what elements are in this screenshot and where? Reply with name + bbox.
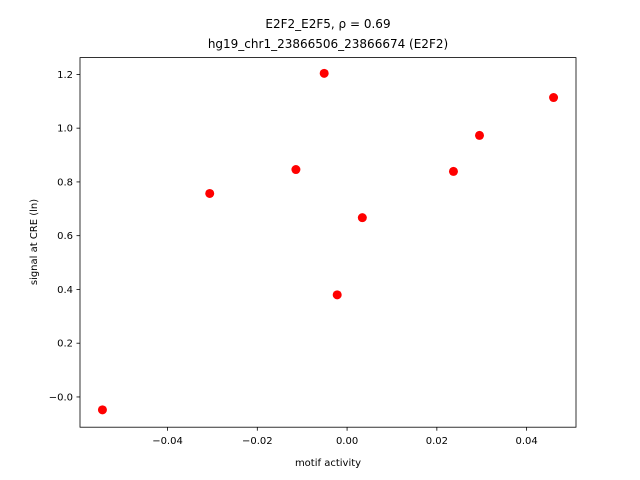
y-tick-label: 0.6 [57, 231, 73, 242]
chart-subtitle: hg19_chr1_23866506_23866674 (E2F2) [208, 37, 448, 51]
plot-frame [79, 57, 577, 428]
point [291, 165, 301, 175]
x-tick-label: 0.04 [515, 436, 537, 447]
y-axis-label: signal at CRE (ln) [29, 199, 40, 285]
x-tick-label: −0.04 [152, 436, 183, 447]
point [549, 93, 559, 103]
point [97, 405, 107, 415]
y-tick-label: 0.2 [57, 339, 73, 350]
x-tick-label: 0.00 [336, 436, 358, 447]
point [205, 188, 215, 198]
y-tick-label: 0.4 [57, 285, 73, 296]
x-tick-label: 0.02 [426, 436, 448, 447]
x-axis-label: motif activity [295, 458, 361, 469]
y-tick-label: 0.8 [57, 177, 73, 188]
chart-title: E2F2_E2F5, ρ = 0.69 [265, 17, 390, 31]
point [474, 130, 484, 140]
y-tick-label: 1.2 [57, 70, 73, 81]
point [319, 68, 329, 78]
point [448, 166, 458, 176]
y-tick-label: 1.0 [57, 124, 73, 135]
y-tick-label: −0.0 [49, 392, 73, 403]
point [357, 213, 367, 223]
x-tick-label: −0.02 [242, 436, 273, 447]
point [332, 290, 342, 300]
